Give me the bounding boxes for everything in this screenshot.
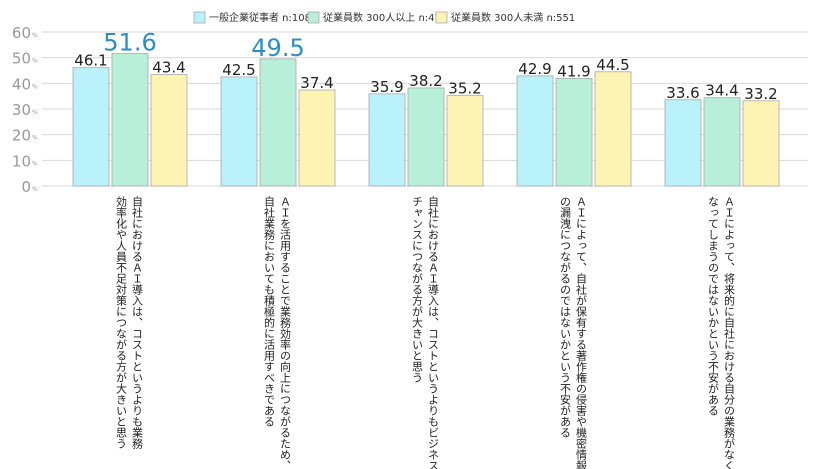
data-label: 38.2 xyxy=(409,72,442,90)
legend-swatch xyxy=(435,11,448,24)
y-tick-label: 20 xyxy=(12,127,31,145)
y-tick-unit: % xyxy=(32,32,38,39)
data-label: 51.6 xyxy=(103,29,156,57)
y-tick-label: 0 xyxy=(21,178,31,196)
bar xyxy=(368,93,406,187)
bar xyxy=(298,89,336,187)
category-label: ＡＩを活用することで業務効率の向上につながるため、 xyxy=(279,196,292,469)
category-label: なってしまうのではないかという不安がある xyxy=(707,196,720,416)
legend: 一般企業従事者 n:1080 従業員数 300人以上 n:477 従業員数 300人… xyxy=(193,11,575,24)
data-label: 46.1 xyxy=(74,52,107,70)
y-tick-unit: % xyxy=(32,109,38,116)
bar xyxy=(555,78,593,187)
bar xyxy=(594,71,632,187)
data-label: 35.9 xyxy=(370,78,403,96)
data-labels: 46.151.6 43.4 42.549.5 37.4 35.9 38.2 35.2 42.9… xyxy=(74,29,777,103)
bar xyxy=(664,99,702,187)
data-label: 42.5 xyxy=(222,61,255,79)
category-label: 自社におけるＡＩ導入は、コストというよりも業務 xyxy=(131,196,144,450)
category-label: 効率化や人員不足対策につながる方が大きいと思う xyxy=(115,195,128,449)
data-label: 43.4 xyxy=(152,59,185,77)
bar xyxy=(446,95,484,187)
legend-label: 一般企業従事者 n:1080 xyxy=(209,11,317,24)
bar xyxy=(703,97,741,187)
data-label: 42.9 xyxy=(518,60,551,78)
bar xyxy=(220,76,258,187)
bar xyxy=(407,87,445,187)
bar xyxy=(742,100,780,187)
data-label: 41.9 xyxy=(557,62,590,80)
y-tick-unit: % xyxy=(32,135,38,142)
legend-swatch xyxy=(307,11,320,24)
y-tick-unit: % xyxy=(32,58,38,65)
legend-swatch xyxy=(193,11,206,24)
data-label: 35.2 xyxy=(448,80,481,98)
data-label: 33.6 xyxy=(666,84,699,102)
y-axis: 0 %10 %20 %30 %40 %50 %60% xyxy=(12,24,38,196)
legend-label: 従業員数 300人未満 n:551 xyxy=(451,11,575,24)
category-label: 自社におけるＡＩ導入は、コストというよりもビジネス xyxy=(427,196,440,469)
bar xyxy=(150,74,188,187)
y-tick-unit: % xyxy=(32,83,38,90)
category-labels: 自社におけるＡＩ導入は、コストというよりも業務効率化や人員不足対策につながる方が… xyxy=(115,195,736,469)
data-label: 49.5 xyxy=(251,34,304,62)
bar xyxy=(72,67,110,187)
y-tick-label: 40 xyxy=(12,75,31,93)
y-tick-label: 10 xyxy=(12,152,31,170)
data-label: 34.4 xyxy=(705,82,738,100)
bar xyxy=(111,53,149,187)
category-label: ＡＩによって、将来的に自社における自分の業務がなく xyxy=(723,196,736,469)
data-label: 33.2 xyxy=(744,85,777,103)
y-tick-unit: % xyxy=(32,160,38,167)
bar xyxy=(516,75,554,187)
y-tick-label: 50 xyxy=(12,50,31,68)
y-tick-label: 30 xyxy=(12,101,31,119)
bars xyxy=(72,53,780,187)
category-label: の漏洩につながるのではないかという不安がある xyxy=(559,196,572,438)
data-label: 37.4 xyxy=(300,74,333,92)
category-label: ＡＩによって、自社が保有する著作権の侵害や機密情報 xyxy=(575,196,588,469)
legend-label: 従業員数 300人以上 n:477 xyxy=(323,11,447,24)
y-tick-label: 60 xyxy=(12,24,31,42)
bar xyxy=(259,58,297,187)
category-label: チャンスにつながる方が大きいと思う xyxy=(411,196,424,383)
category-label: 自社業務においても積極的に活用すべきである xyxy=(263,196,276,427)
data-label: 44.5 xyxy=(596,56,629,74)
y-tick-unit: % xyxy=(32,186,38,193)
